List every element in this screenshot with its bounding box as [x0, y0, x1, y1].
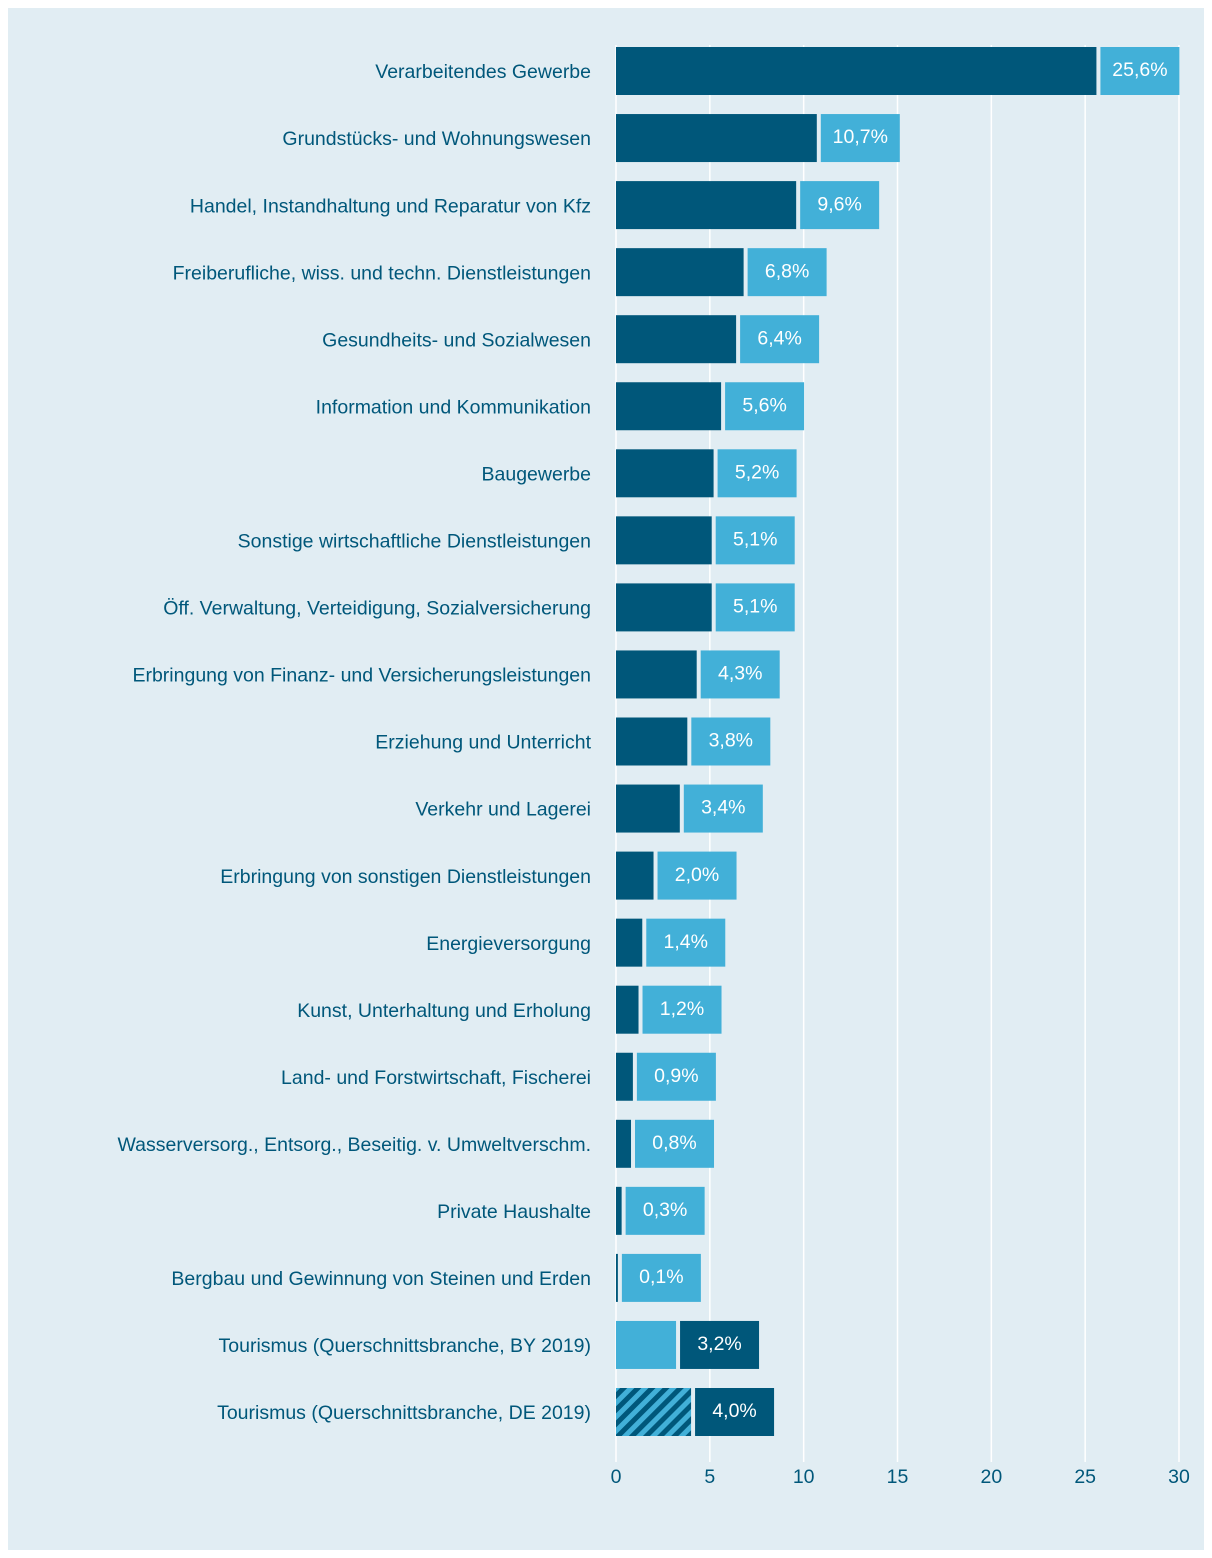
x-tick-label: 5 — [704, 1466, 715, 1488]
bar — [616, 1388, 692, 1436]
category-label: Verkehr und Lagerei — [415, 799, 591, 821]
value-label: 0,1% — [639, 1266, 683, 1288]
value-label: 9,6% — [817, 193, 861, 215]
category-label: Kunst, Unterhaltung und Erholung — [297, 1000, 591, 1022]
value-label: 3,4% — [701, 797, 745, 819]
category-label: Erbringung von sonstigen Dienstleistunge… — [220, 866, 591, 888]
value-label-box — [715, 583, 795, 632]
value-label-box — [747, 248, 827, 297]
bar — [616, 114, 817, 163]
x-tick-label: 20 — [980, 1466, 1002, 1488]
value-label-box — [740, 315, 820, 364]
value-label: 1,2% — [660, 998, 704, 1020]
x-tick-label: 15 — [887, 1466, 909, 1488]
category-label: Private Haushalte — [437, 1201, 591, 1223]
value-label: 0,3% — [643, 1199, 687, 1221]
bar — [616, 918, 643, 967]
value-label: 5,2% — [735, 461, 779, 483]
value-label: 2,0% — [675, 864, 719, 886]
value-label: 25,6% — [1112, 59, 1167, 81]
bar — [616, 181, 797, 230]
category-label: Wasserversorg., Entsorg., Beseitig. v. U… — [117, 1134, 591, 1156]
value-label-box — [635, 1119, 715, 1168]
bar — [616, 248, 744, 297]
value-label: 5,1% — [733, 596, 777, 618]
x-tick-label: 30 — [1168, 1466, 1190, 1488]
category-label: Gesundheits- und Sozialwesen — [322, 329, 591, 351]
value-label: 1,4% — [664, 931, 708, 953]
category-label: Bergbau und Gewinnung von Steinen und Er… — [171, 1268, 591, 1290]
bar — [616, 1253, 618, 1302]
bar — [616, 382, 722, 431]
value-label-box — [715, 516, 795, 565]
bar — [616, 851, 654, 900]
category-label: Tourismus (Querschnittsbranche, DE 2019) — [217, 1402, 591, 1424]
value-label-box — [695, 1388, 775, 1436]
x-tick-label: 25 — [1074, 1466, 1096, 1488]
panel — [8, 8, 1204, 1550]
category-label: Freiberufliche, wiss. und techn. Dienstl… — [173, 262, 591, 284]
value-label-box — [636, 1052, 716, 1101]
value-label: 6,8% — [765, 260, 809, 282]
value-label: 4,3% — [718, 663, 762, 685]
value-label-box — [680, 1320, 760, 1369]
bar — [616, 516, 712, 565]
value-label-box — [657, 851, 737, 900]
value-label-box — [800, 181, 880, 230]
value-label: 0,8% — [652, 1132, 696, 1154]
category-label: Grundstücks- und Wohnungswesen — [282, 128, 591, 150]
bar — [616, 449, 714, 498]
value-label: 3,2% — [697, 1333, 741, 1355]
value-label-box — [691, 717, 771, 766]
category-label: Sonstige wirtschaftliche Dienstleistunge… — [238, 531, 591, 553]
value-label-box — [725, 382, 805, 431]
value-label-box — [820, 114, 900, 163]
value-label: 4,0% — [712, 1400, 756, 1422]
value-label: 5,6% — [742, 394, 786, 416]
bar — [616, 315, 737, 364]
category-label: Baugewerbe — [482, 463, 592, 485]
category-label: Energieversorgung — [426, 933, 591, 955]
value-label-box — [717, 449, 797, 498]
value-label-box — [621, 1253, 701, 1302]
value-label: 10,7% — [833, 126, 888, 148]
bar — [616, 784, 680, 833]
value-label-box — [683, 784, 763, 833]
value-label: 6,4% — [757, 327, 801, 349]
category-label: Öff. Verwaltung, Verteidigung, Sozialver… — [163, 598, 591, 620]
value-label-box — [642, 985, 722, 1034]
bar — [616, 985, 639, 1034]
category-label: Handel, Instandhaltung und Reparatur von… — [190, 195, 591, 217]
bar — [616, 47, 1097, 95]
value-label-box — [1100, 47, 1180, 95]
bar — [616, 650, 697, 699]
value-label-box — [646, 918, 726, 967]
value-label: 3,8% — [709, 730, 753, 752]
category-label: Erbringung von Finanz- und Versicherungs… — [132, 665, 591, 687]
x-tick-label: 0 — [611, 1466, 622, 1488]
value-label-box — [700, 650, 780, 699]
bar — [616, 1186, 622, 1235]
bar — [616, 717, 688, 766]
category-label: Land- und Forstwirtschaft, Fischerei — [281, 1067, 591, 1089]
value-label: 0,9% — [654, 1065, 698, 1087]
category-label: Information und Kommunikation — [316, 396, 591, 418]
value-label: 5,1% — [733, 529, 777, 551]
category-label: Verarbeitendes Gewerbe — [375, 61, 591, 83]
x-tick-label: 10 — [793, 1466, 815, 1488]
bar — [616, 1320, 677, 1369]
bar — [616, 1119, 632, 1168]
category-label: Erziehung und Unterricht — [375, 732, 591, 754]
value-label-box — [625, 1186, 705, 1235]
bar — [616, 583, 712, 632]
bar — [616, 1052, 633, 1101]
category-label: Tourismus (Querschnittsbranche, BY 2019) — [219, 1335, 591, 1357]
